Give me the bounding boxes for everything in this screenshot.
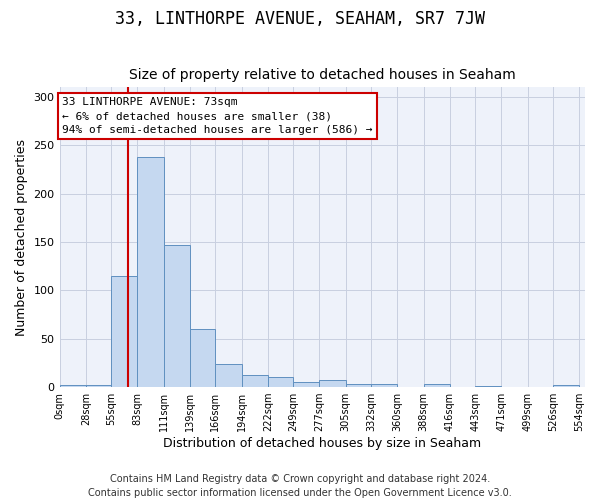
Bar bbox=[424, 384, 450, 387]
Bar bbox=[475, 386, 502, 387]
Title: Size of property relative to detached houses in Seaham: Size of property relative to detached ho… bbox=[129, 68, 515, 82]
Bar bbox=[215, 364, 242, 387]
Bar bbox=[346, 384, 371, 387]
Bar bbox=[371, 384, 397, 387]
Bar bbox=[268, 378, 293, 387]
Bar bbox=[293, 382, 319, 387]
Text: 33 LINTHORPE AVENUE: 73sqm
← 6% of detached houses are smaller (38)
94% of semi-: 33 LINTHORPE AVENUE: 73sqm ← 6% of detac… bbox=[62, 97, 373, 135]
Text: Contains HM Land Registry data © Crown copyright and database right 2024.
Contai: Contains HM Land Registry data © Crown c… bbox=[88, 474, 512, 498]
Bar bbox=[59, 385, 86, 387]
Bar bbox=[111, 276, 137, 387]
Y-axis label: Number of detached properties: Number of detached properties bbox=[15, 138, 28, 336]
Bar bbox=[137, 157, 164, 387]
Bar bbox=[190, 329, 215, 387]
Bar bbox=[553, 385, 580, 387]
X-axis label: Distribution of detached houses by size in Seaham: Distribution of detached houses by size … bbox=[163, 437, 481, 450]
Bar bbox=[164, 245, 190, 387]
Bar bbox=[86, 385, 111, 387]
Bar bbox=[242, 374, 268, 387]
Bar bbox=[319, 380, 346, 387]
Text: 33, LINTHORPE AVENUE, SEAHAM, SR7 7JW: 33, LINTHORPE AVENUE, SEAHAM, SR7 7JW bbox=[115, 10, 485, 28]
